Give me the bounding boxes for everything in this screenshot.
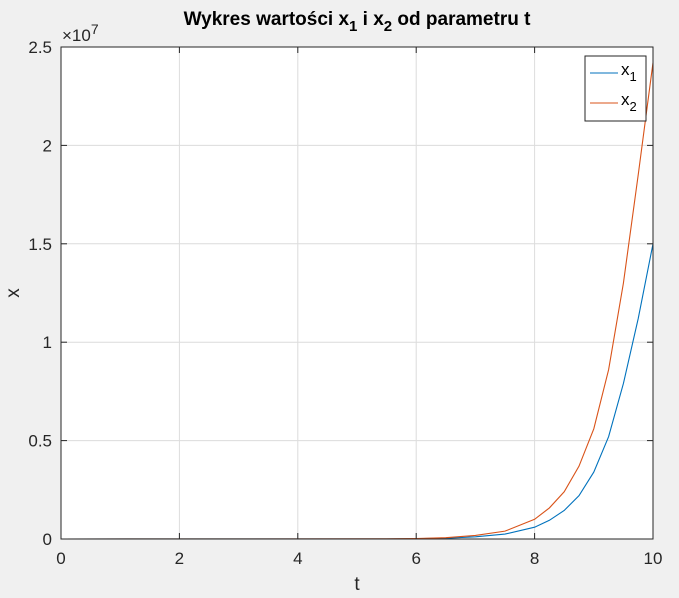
y-tick-label: 2 <box>43 136 52 155</box>
legend-label-x2-sub: 2 <box>630 99 637 114</box>
x-tick-label: 0 <box>56 549 65 568</box>
x-tick-label: 4 <box>293 549 302 568</box>
chart-title: Wykres wartości x1 i x2 od parametru t <box>184 9 532 35</box>
y-exponent-base: ×10 <box>62 26 91 45</box>
tick-labels: 0 2 4 6 8 10 0 0.5 1 1.5 2 2.5 <box>28 38 662 568</box>
tick-marks <box>60 46 654 540</box>
title-part-3: od parametru t <box>392 9 531 30</box>
y-tick-label: 1 <box>43 333 52 352</box>
y-axis-label: x <box>3 288 24 298</box>
legend-label-x1: x1 <box>621 60 637 84</box>
title-part-2: i x <box>357 9 384 30</box>
x-tick-label: 2 <box>175 549 184 568</box>
x-tick-label: 10 <box>644 549 663 568</box>
title-sub-2: 2 <box>384 18 392 35</box>
legend-label-x1-sub: 1 <box>630 69 637 84</box>
y-tick-label: 0 <box>43 530 52 549</box>
series-line-x2 <box>60 62 654 540</box>
title-part-1: Wykres wartości x <box>184 9 350 30</box>
x-axis-label: t <box>354 574 360 595</box>
x-tick-label: 8 <box>530 549 539 568</box>
legend-label-x2: x2 <box>621 90 637 114</box>
y-tick-label: 2.5 <box>28 38 52 57</box>
title-sub-1: 1 <box>349 18 357 35</box>
x-tick-label: 6 <box>411 549 420 568</box>
y-tick-label: 1.5 <box>28 235 52 254</box>
legend: x1 x2 <box>584 55 647 122</box>
legend-label-x2-name: x <box>621 90 630 109</box>
y-exponent-label: ×107 <box>62 21 99 45</box>
legend-label-x1-name: x <box>621 60 630 79</box>
y-tick-label: 0.5 <box>28 432 52 451</box>
plot-area <box>61 47 653 539</box>
axes-box <box>60 46 654 540</box>
legend-box <box>584 55 647 122</box>
y-exponent-power: 7 <box>91 21 99 37</box>
